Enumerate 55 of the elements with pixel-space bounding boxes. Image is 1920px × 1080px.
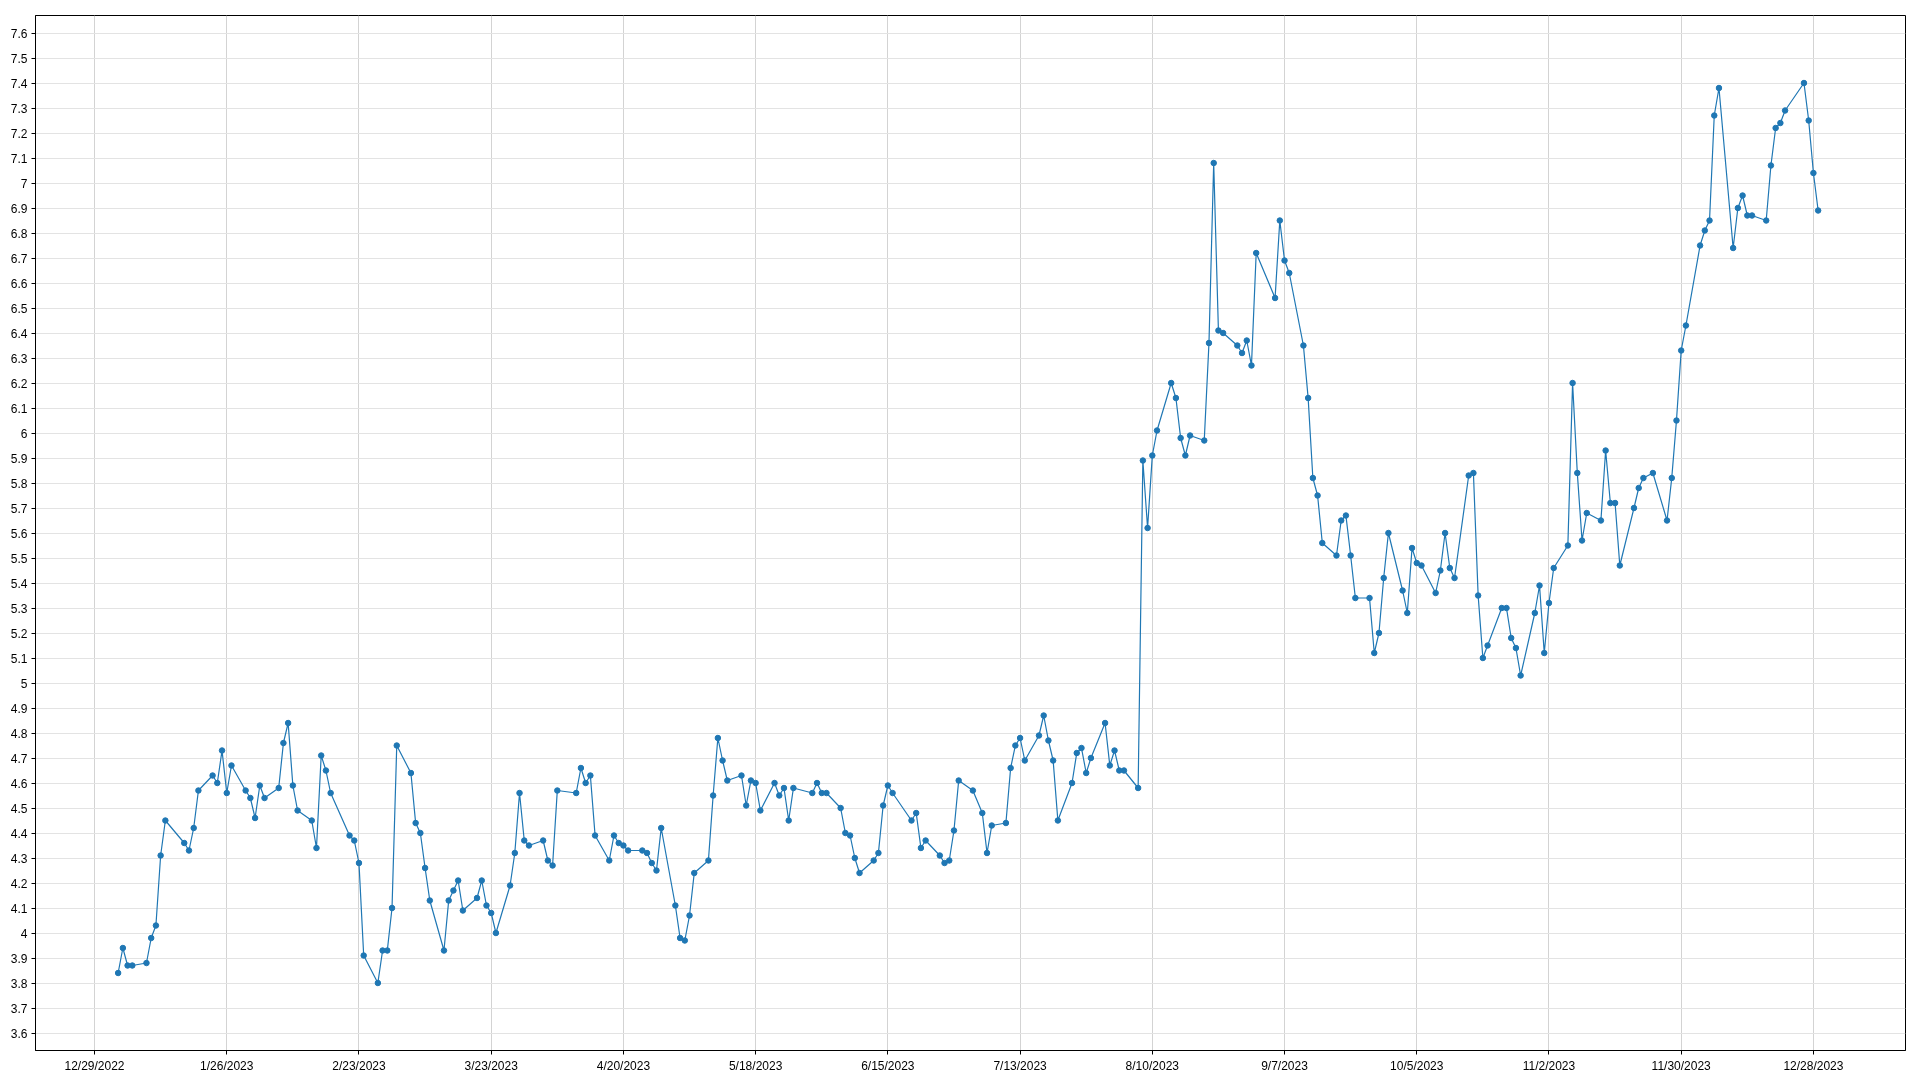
y-tick-label: 7.4 [10,76,28,91]
y-tick-label: 7.2 [10,126,28,141]
y-tick-label: 6.4 [10,326,28,341]
y-tick-label: 4.8 [10,726,28,741]
x-tick-label: 5/18/2023 [728,1058,783,1073]
x-tick-label: 11/30/2023 [1651,1058,1712,1073]
y-tick-label: 5.7 [10,501,28,516]
y-tick-label: 5.4 [10,576,28,591]
x-tick-label: 3/23/2023 [464,1058,519,1073]
y-tick-label: 5.3 [10,601,28,616]
y-tick-label: 4.6 [10,776,28,791]
x-tick-label: 1/26/2023 [200,1058,254,1073]
x-tick-label: 12/29/2022 [64,1058,125,1073]
y-tick-label: 4.3 [10,851,28,866]
y-tick-label: 5.1 [10,651,28,666]
y-tick-label: 4.2 [10,876,28,891]
y-tick-label: 5.5 [10,551,28,566]
y-tick-label: 6.8 [10,226,28,241]
y-tick-label: 6.5 [10,301,28,316]
y-tick-label: 7.6 [10,26,28,41]
y-tick-label: 7.5 [10,51,28,66]
x-tick-label: 8/10/2023 [1125,1058,1180,1073]
y-tick-label: 4.7 [10,751,28,766]
x-tick-label: 12/28/2023 [1783,1058,1844,1073]
y-tick-label: 7.3 [10,101,28,116]
y-tick-label: 5.8 [10,476,28,491]
x-tick-label: 10/5/2023 [1390,1058,1444,1073]
y-tick-label: 5.9 [10,451,28,466]
y-tick-label: 6.2 [10,376,28,391]
y-tick-label: 3.6 [10,1026,28,1041]
y-tick-label: 3.9 [10,951,28,966]
y-tick-label: 6.7 [10,251,28,266]
y-tick-label: 6.1 [10,401,28,416]
y-tick-label: 5.2 [10,626,28,641]
y-tick-label: 6.9 [10,201,28,216]
y-tick-label: 4.5 [10,801,28,816]
x-tick-label: 9/7/2023 [1261,1058,1309,1073]
y-tick-label: 4.9 [10,701,28,716]
x-tick-label: 7/13/2023 [993,1058,1048,1073]
y-tick-label: 7.1 [10,151,28,166]
y-tick-label: 7 [20,176,28,191]
x-tick-label: 11/2/2023 [1522,1058,1576,1073]
y-tick-label: 5 [20,676,28,691]
x-tick-label: 2/23/2023 [332,1058,386,1073]
y-tick-label: 4.1 [10,901,28,916]
y-tick-label: 4 [20,926,28,941]
y-tick-label: 6 [20,426,28,441]
x-tick-label: 4/20/2023 [596,1058,651,1073]
y-tick-label: 4.4 [10,826,28,841]
y-tick-label: 6.6 [10,276,28,291]
y-tick-label: 3.7 [10,1001,28,1016]
y-tick-label: 6.3 [10,351,28,366]
x-tick-label: 6/15/2023 [861,1058,915,1073]
y-tick-label: 5.6 [10,526,28,541]
y-tick-label: 3.8 [10,976,28,991]
